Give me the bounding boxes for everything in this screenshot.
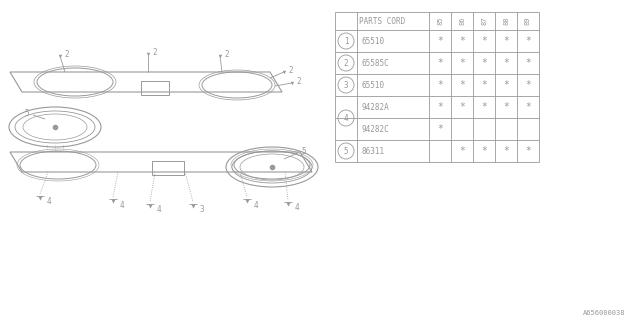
Text: *: * (481, 146, 487, 156)
Text: *: * (525, 146, 531, 156)
Text: *: * (503, 146, 509, 156)
Text: *: * (459, 58, 465, 68)
Text: 2: 2 (65, 50, 69, 59)
Text: 4: 4 (253, 201, 259, 210)
Text: *: * (525, 58, 531, 68)
Text: 3: 3 (344, 81, 348, 90)
Text: *: * (503, 102, 509, 112)
Text: *: * (459, 146, 465, 156)
Text: *: * (459, 36, 465, 46)
Text: 89: 89 (525, 17, 531, 25)
Text: 65510: 65510 (361, 36, 384, 45)
Text: *: * (481, 58, 487, 68)
Text: 94282C: 94282C (361, 124, 388, 133)
Text: 87: 87 (481, 17, 487, 25)
Text: 4: 4 (120, 201, 124, 210)
Text: 4: 4 (157, 205, 161, 214)
Text: *: * (503, 80, 509, 90)
Text: 3: 3 (200, 205, 204, 214)
Text: PARTS CORD: PARTS CORD (359, 17, 405, 26)
Text: 2: 2 (289, 66, 293, 75)
Text: *: * (459, 80, 465, 90)
Text: 2: 2 (297, 76, 301, 85)
Bar (152, 161, 184, 175)
Text: 2: 2 (225, 50, 229, 59)
Text: 65585C: 65585C (361, 59, 388, 68)
Text: *: * (481, 80, 487, 90)
Text: *: * (503, 36, 509, 46)
Bar (141, 81, 169, 95)
Text: 2: 2 (153, 47, 157, 57)
Text: 5: 5 (301, 147, 307, 156)
Text: 4: 4 (47, 197, 51, 206)
Text: *: * (459, 102, 465, 112)
Text: *: * (437, 36, 443, 46)
Text: 4: 4 (294, 204, 300, 212)
Text: *: * (481, 36, 487, 46)
Text: *: * (481, 102, 487, 112)
Text: 5: 5 (25, 108, 29, 117)
Text: *: * (437, 102, 443, 112)
Text: 94282A: 94282A (361, 102, 388, 111)
Text: *: * (437, 58, 443, 68)
Text: 88: 88 (503, 17, 509, 25)
Text: 2: 2 (344, 59, 348, 68)
Text: A656000038: A656000038 (582, 310, 625, 316)
Text: *: * (525, 102, 531, 112)
Text: *: * (437, 80, 443, 90)
Text: 5: 5 (344, 147, 348, 156)
Text: *: * (503, 58, 509, 68)
Text: 85: 85 (437, 17, 443, 25)
Text: *: * (437, 124, 443, 134)
Text: *: * (525, 36, 531, 46)
Text: 65510: 65510 (361, 81, 384, 90)
Text: 86311: 86311 (361, 147, 384, 156)
Text: 1: 1 (344, 36, 348, 45)
Text: *: * (525, 80, 531, 90)
Text: 86: 86 (459, 17, 465, 25)
Text: 4: 4 (344, 114, 348, 123)
